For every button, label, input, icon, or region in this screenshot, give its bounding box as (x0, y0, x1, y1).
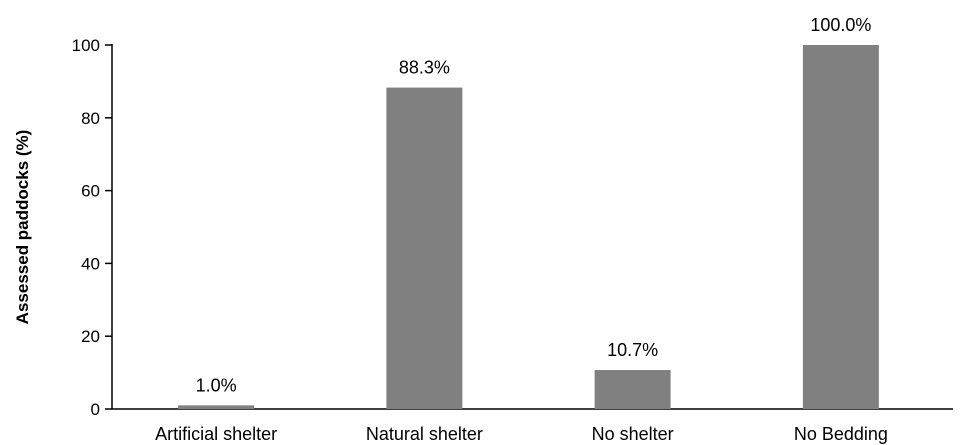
bar-no-bedding (802, 45, 879, 409)
bar-no-shelter (594, 370, 671, 409)
x-category-label: Natural shelter (366, 424, 483, 444)
y-tick-label: 40 (81, 254, 100, 273)
bar-value-label: 10.7% (607, 340, 658, 360)
bar-value-label: 1.0% (196, 375, 237, 395)
x-category-label: Artificial shelter (155, 424, 277, 444)
y-tick-label: 80 (81, 109, 100, 128)
bar-artificial-shelter (178, 405, 255, 409)
x-category-label: No Bedding (794, 424, 888, 444)
bar-natural-shelter (386, 87, 463, 409)
y-tick-label: 60 (81, 182, 100, 201)
y-axis-title: Assessed paddocks (%) (13, 130, 32, 325)
y-tick-label: 0 (91, 400, 100, 419)
bar-value-label: 100.0% (810, 15, 871, 35)
y-tick-label: 100 (72, 36, 100, 55)
x-axis: Artificial shelter Natural shelter No shel… (112, 408, 953, 444)
data-labels: 1.0% 88.3% 10.7% 100.0% (196, 15, 872, 395)
bar-value-label: 88.3% (399, 58, 450, 78)
x-category-label: No shelter (592, 424, 674, 444)
bars (178, 45, 879, 409)
y-tick-label: 20 (81, 327, 100, 346)
y-axis: 0 20 40 60 80 100 (72, 36, 113, 419)
